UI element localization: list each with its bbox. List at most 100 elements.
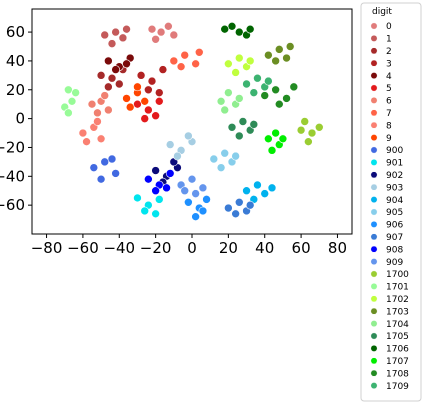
data-point [274, 99, 284, 109]
data-point [176, 62, 186, 71]
data-point [231, 151, 240, 161]
data-point [260, 91, 270, 100]
data-point [198, 183, 208, 193]
legend-label: 1701 [386, 283, 409, 293]
plot-layer [32, 9, 352, 234]
data-point [234, 27, 244, 37]
x-tick-label: 40 [255, 239, 274, 257]
data-point [151, 186, 160, 196]
data-point [216, 163, 226, 172]
data-point [96, 134, 106, 144]
legend-label: 903 [386, 183, 403, 193]
data-point [285, 42, 295, 51]
data-point [191, 212, 200, 221]
data-point [151, 34, 160, 44]
legend-marker [370, 258, 378, 266]
series-1 [100, 24, 131, 48]
data-point [71, 88, 80, 97]
data-point [104, 105, 113, 115]
series-1701 [60, 85, 80, 118]
legend-marker [370, 245, 378, 253]
series-901 [133, 193, 164, 219]
legend-marker [370, 320, 378, 328]
data-point [107, 154, 117, 164]
data-point [151, 111, 160, 121]
series-4 [104, 53, 135, 74]
data-point [111, 27, 120, 37]
data-points [60, 22, 324, 221]
legend-label: 902 [386, 171, 403, 181]
legend-label: 4 [386, 72, 392, 82]
data-point [114, 79, 124, 89]
series-8 [78, 117, 106, 146]
data-point [122, 94, 131, 103]
legend-marker [370, 146, 378, 154]
legend-label: 904 [386, 196, 403, 206]
data-point [144, 105, 153, 115]
data-point [304, 137, 313, 146]
legend-marker [370, 282, 378, 290]
series-9 [122, 82, 150, 112]
series-1706 [220, 22, 255, 40]
data-point [282, 53, 291, 63]
data-point [78, 128, 88, 138]
data-point [93, 108, 102, 118]
data-point [191, 59, 200, 69]
data-point [180, 50, 190, 60]
legend-marker [370, 96, 378, 104]
data-point [238, 117, 248, 126]
legend-label: 1706 [386, 345, 409, 355]
data-point [67, 97, 77, 106]
legend-label: 7 [386, 109, 392, 119]
data-point [140, 114, 150, 123]
data-point [118, 33, 128, 43]
series-1709 [242, 73, 273, 97]
series-1708 [260, 82, 299, 109]
data-point [260, 189, 270, 198]
data-point [296, 125, 306, 135]
legend-label: 1704 [386, 320, 409, 330]
data-point [165, 169, 175, 178]
data-point [107, 39, 117, 48]
data-point [249, 120, 259, 129]
data-point [87, 99, 97, 109]
data-point [271, 56, 280, 66]
data-point [209, 154, 219, 164]
y-tick-label: 40 [6, 52, 25, 70]
data-point [162, 183, 171, 193]
x-tick-label: −80 [31, 239, 63, 257]
data-point [271, 85, 280, 95]
legend-label: 901 [386, 159, 403, 169]
data-point [220, 24, 230, 34]
legend-label: 908 [386, 245, 403, 255]
data-point [173, 151, 182, 161]
x-tick-label: 80 [328, 239, 347, 257]
data-point [307, 128, 317, 138]
series-0 [147, 22, 179, 44]
data-point [133, 82, 142, 92]
legend-label: 0 [386, 22, 392, 32]
data-point [224, 203, 233, 213]
data-point [136, 71, 146, 80]
legend-marker [370, 109, 378, 117]
x-tick-label: −40 [103, 239, 135, 257]
data-point [300, 117, 310, 126]
data-point [234, 197, 244, 207]
data-point [169, 30, 179, 40]
legend-marker [370, 59, 378, 67]
legend-label: 1700 [386, 270, 409, 280]
data-point [264, 50, 273, 60]
data-point [264, 134, 273, 144]
x-tick-label: 0 [187, 239, 197, 257]
legend-label: 9 [386, 134, 392, 144]
legend-title: digit [372, 7, 392, 17]
data-point [125, 102, 135, 112]
legend-marker [370, 369, 378, 377]
data-point [169, 56, 179, 66]
legend-marker [370, 72, 378, 80]
legend-marker [370, 270, 378, 278]
legend-marker [370, 357, 378, 365]
series-1700 [296, 117, 324, 146]
